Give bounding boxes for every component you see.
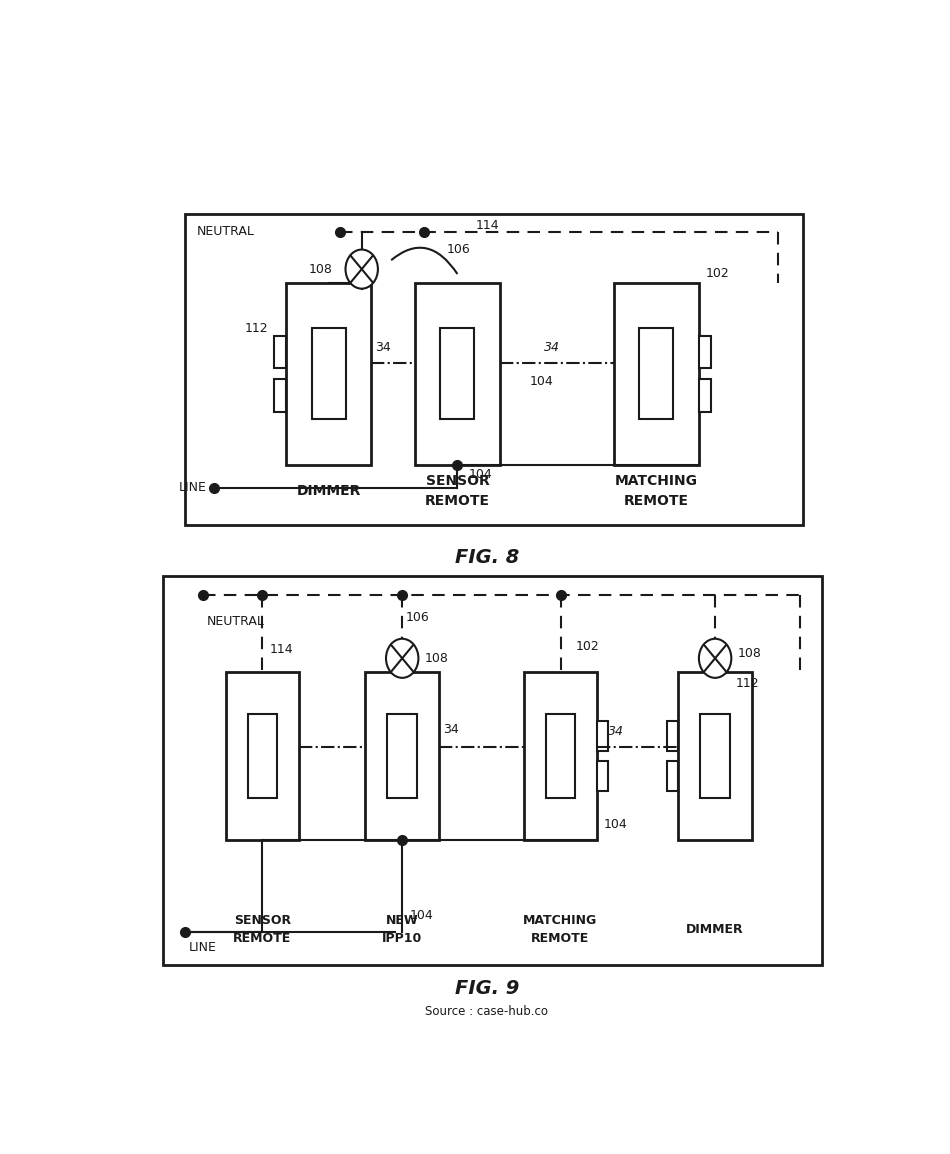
Bar [598,720,608,751]
Text: IPP10: IPP10 [382,931,423,945]
Text: SENSOR: SENSOR [426,473,489,488]
Bar [667,762,678,792]
Bar [667,720,678,751]
Bar [274,336,286,368]
Bar [700,714,730,799]
Text: 108: 108 [425,652,448,665]
Text: REMOTE: REMOTE [624,494,689,508]
Text: 34: 34 [544,340,560,354]
Bar [614,283,698,465]
Bar [286,283,370,465]
Circle shape [386,639,418,677]
Bar [698,336,712,368]
Text: 34: 34 [608,725,624,737]
Text: NEUTRAL: NEUTRAL [207,615,265,628]
Text: MATCHING: MATCHING [615,473,697,488]
Text: 34: 34 [374,340,390,354]
Text: 106: 106 [446,243,470,256]
Text: LINE: LINE [180,481,207,494]
Text: 104: 104 [468,467,492,481]
Text: REMOTE: REMOTE [531,931,590,945]
Text: 114: 114 [270,643,294,655]
Text: 102: 102 [706,268,730,280]
Bar [678,672,752,840]
Bar [598,762,608,792]
Text: LINE: LINE [189,942,217,954]
Bar [225,672,299,840]
Text: DIMMER: DIMMER [686,923,744,936]
Text: 104: 104 [603,818,627,831]
Bar [366,672,439,840]
Text: DIMMER: DIMMER [296,485,361,499]
Text: 104: 104 [409,909,433,922]
Text: FIG. 9: FIG. 9 [455,980,519,998]
Text: SENSOR: SENSOR [234,914,291,927]
Text: 104: 104 [529,375,553,388]
Bar [441,329,474,420]
Text: REMOTE: REMOTE [425,494,490,508]
Text: MATCHING: MATCHING [523,914,598,927]
Text: FIG. 8: FIG. 8 [455,548,519,568]
Text: 114: 114 [476,218,500,232]
Bar [274,380,286,412]
Circle shape [699,639,732,677]
Bar [248,714,277,799]
Bar [388,714,417,799]
Bar [545,714,576,799]
Text: REMOTE: REMOTE [233,931,292,945]
Bar [415,283,500,465]
Text: NEW: NEW [386,914,419,927]
Bar [523,672,598,840]
Text: 112: 112 [244,322,268,335]
Bar [312,329,346,420]
Text: NEUTRAL: NEUTRAL [197,225,255,238]
Text: 106: 106 [406,610,429,624]
Bar [698,380,712,412]
Text: 34: 34 [443,722,459,736]
Circle shape [346,249,378,288]
Bar [185,213,804,525]
Bar [639,329,674,420]
Text: Source : case-hub.co: Source : case-hub.co [426,1005,548,1018]
Text: 112: 112 [735,676,759,690]
Bar [163,576,822,965]
Text: 108: 108 [737,647,761,660]
Text: 102: 102 [576,640,599,653]
Text: 108: 108 [309,263,332,276]
